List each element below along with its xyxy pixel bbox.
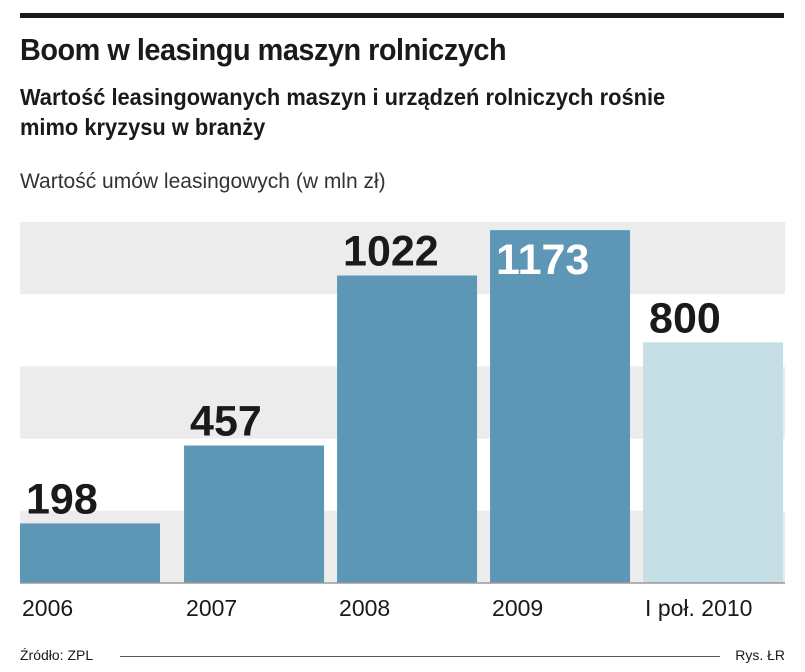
bars: [20, 230, 784, 583]
value-label: 800: [649, 294, 721, 342]
bar-2006: [20, 523, 160, 583]
source-note: Źródło: ZPL: [20, 647, 94, 663]
x-tick-label: I poł. 2010: [645, 595, 752, 621]
x-tick-label: 2006: [22, 595, 73, 621]
x-tick-label: 2007: [186, 595, 237, 621]
value-label: 1173: [496, 236, 589, 284]
top-rule: [20, 13, 784, 18]
bar-2008: [337, 275, 478, 583]
y-axis-label: Wartość umów leasingowych (w mln zł): [20, 170, 386, 193]
value-label: 198: [26, 475, 98, 523]
bar-i-po-2010: [643, 342, 784, 583]
value-labels: 198 457 1022 1173 800: [26, 228, 721, 524]
chart-title: Boom w leasingu maszyn rolniczych: [20, 32, 507, 67]
bar-2009: [490, 230, 631, 583]
footer-rule: [120, 656, 720, 657]
value-label: 1022: [343, 228, 439, 276]
x-tick-label: 2008: [339, 595, 390, 621]
x-tick-labels: 2006 2007 2008 2009 I poł. 2010: [22, 595, 752, 621]
value-label: 457: [190, 398, 262, 446]
chart-subtitle: Wartość leasingowanych maszyn i urządzeń…: [20, 84, 666, 140]
credit-note: Rys. ŁR: [735, 647, 785, 663]
bar-2007: [184, 445, 325, 583]
x-tick-label: 2009: [492, 595, 543, 621]
